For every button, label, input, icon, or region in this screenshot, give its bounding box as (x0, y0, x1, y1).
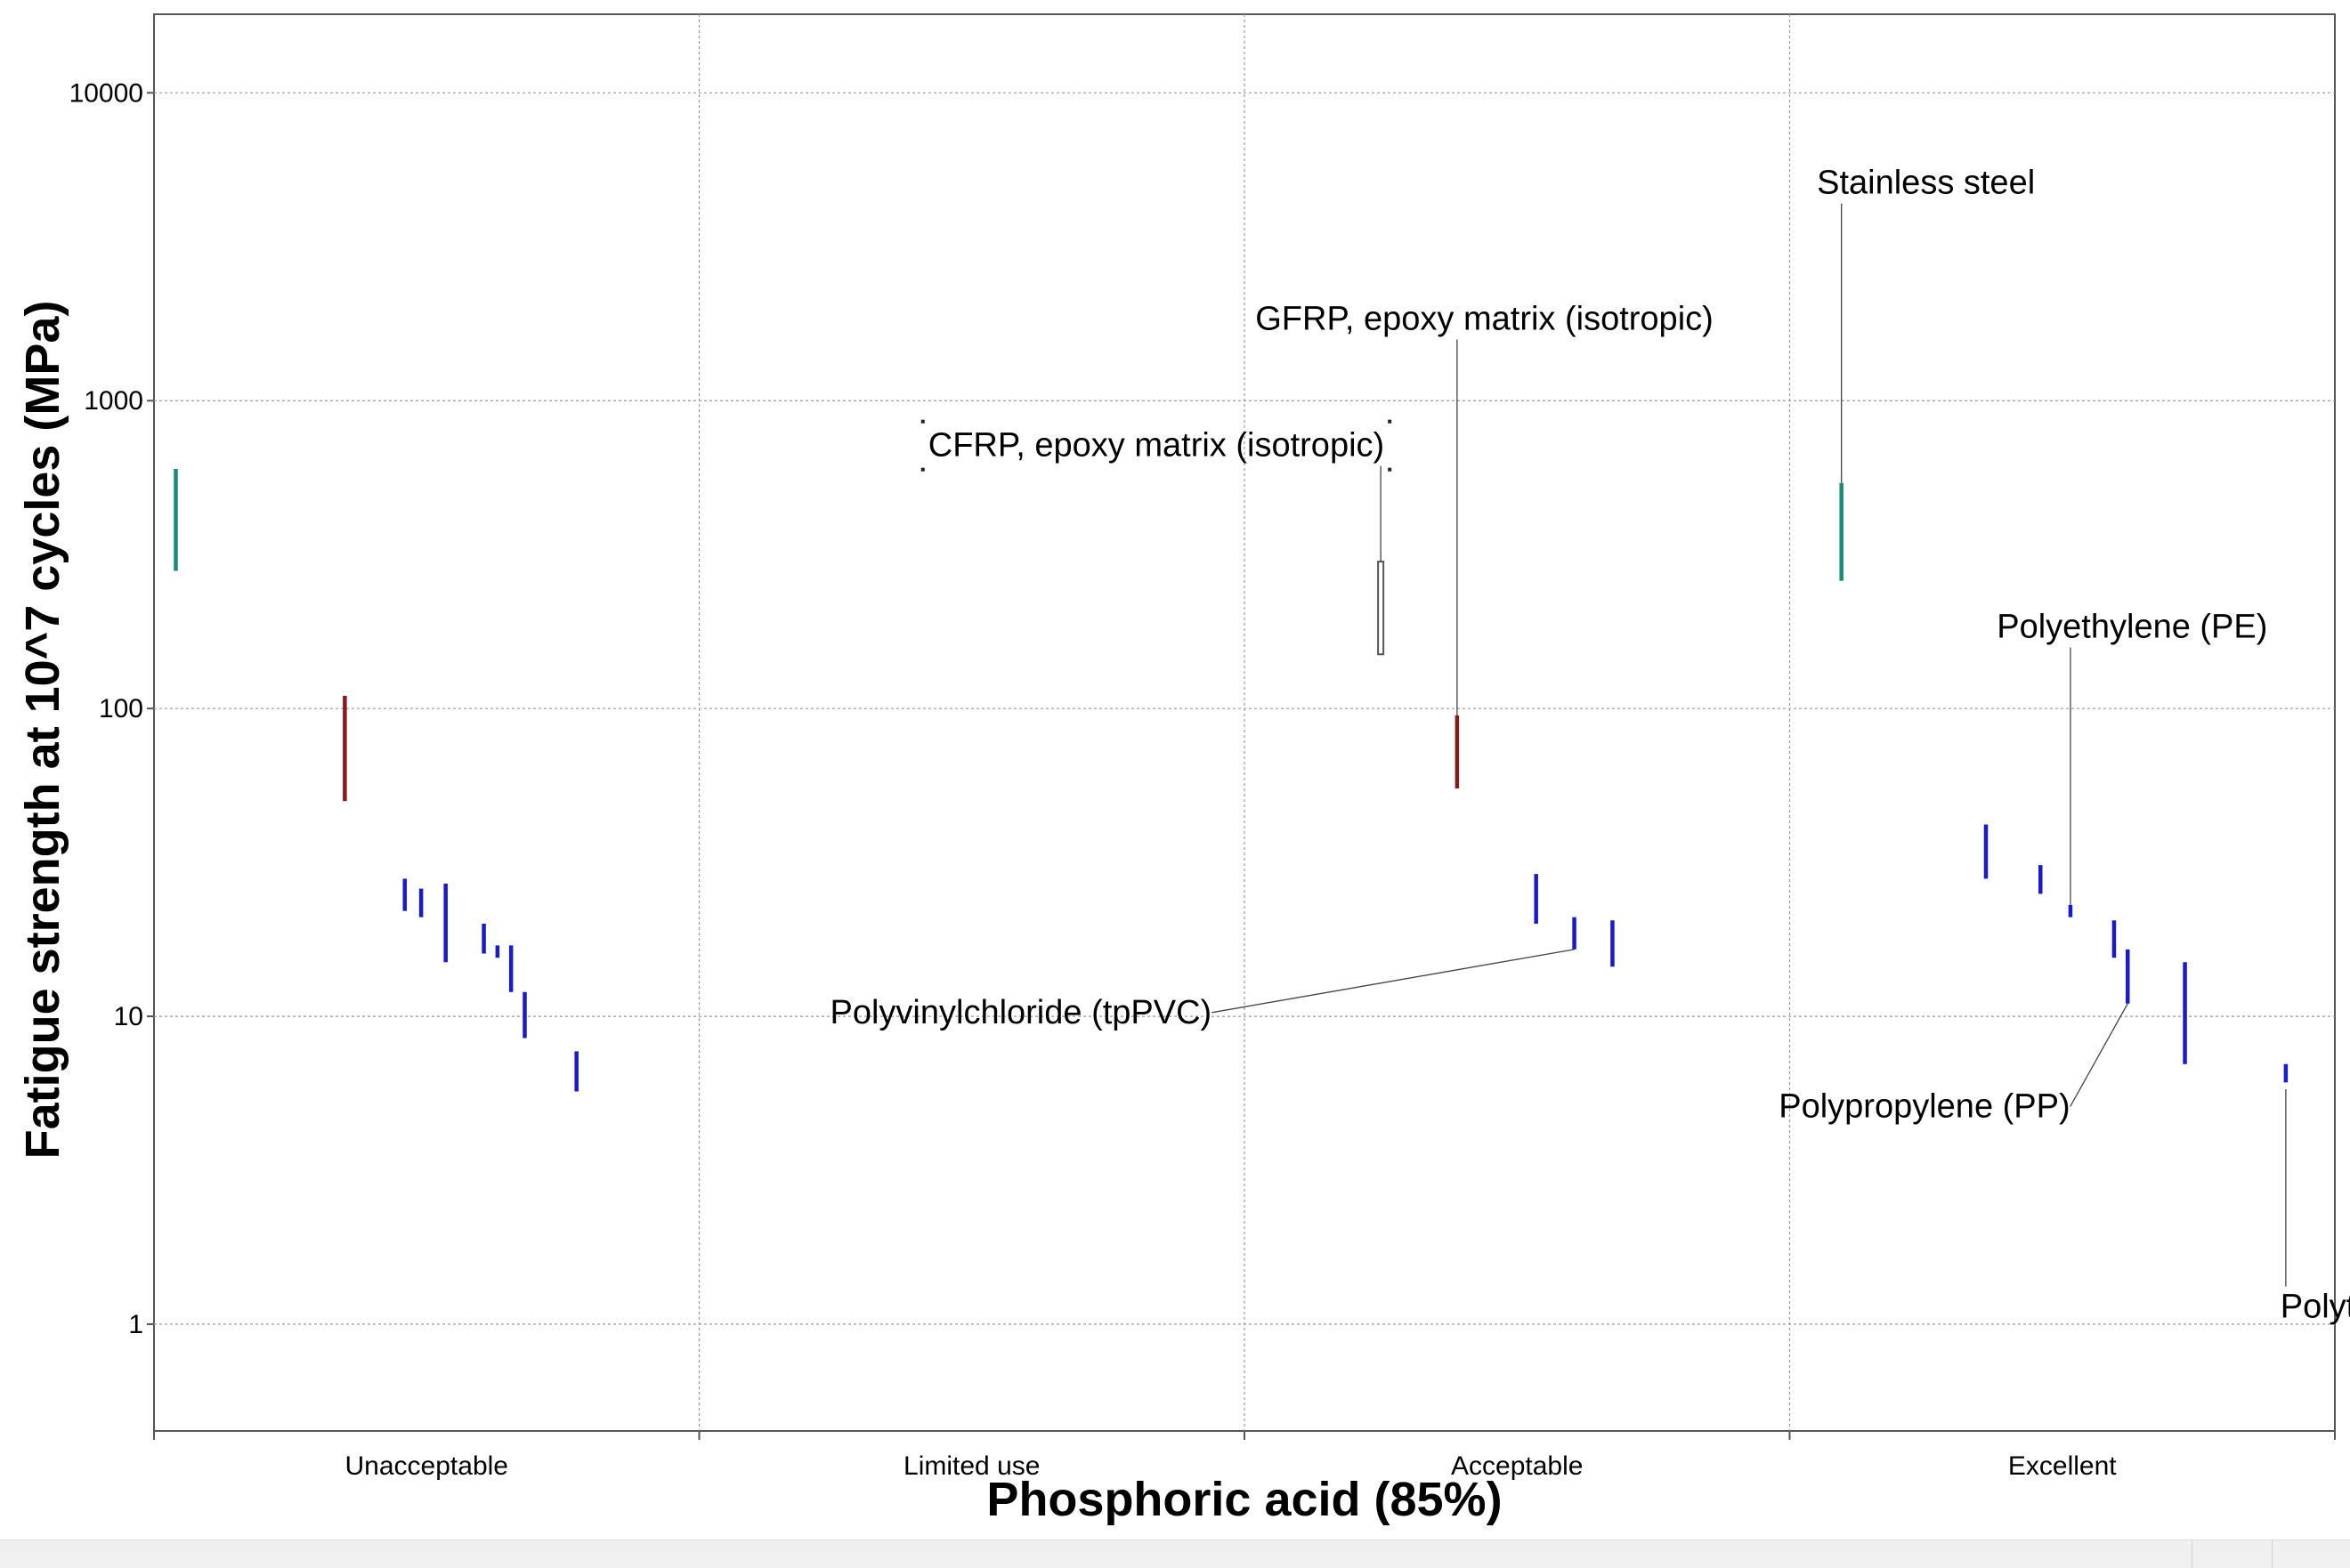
annotation-label: GFRP, epoxy matrix (isotropic) (1255, 301, 1714, 338)
x-category-label: Excellent (2008, 1451, 2117, 1481)
status-bar (0, 1540, 2350, 1568)
y-tick-label: 1 (128, 1310, 143, 1339)
y-tick-label: 10000 (69, 78, 143, 108)
annotation-label: Polytetrafluoroethylene (Teflon, PTFE) (2281, 1289, 2350, 1326)
selection-handle (921, 420, 925, 424)
y-tick-label: 10 (114, 1002, 143, 1031)
range-bar (1378, 562, 1383, 654)
annotation-label: Polyethylene (PE) (1997, 608, 2267, 645)
annotation-label: CFRP, epoxy matrix (isotropic) (928, 427, 1384, 465)
y-axis-title: Fatigue strength at 10^7 cycles (MPa) (16, 301, 69, 1160)
x-category-label: Unacceptable (345, 1451, 508, 1481)
selection-handle (1388, 468, 1391, 472)
x-axis-title: Phosphoric acid (85%) (986, 1473, 1502, 1526)
selection-handle (921, 468, 925, 472)
plot-area (154, 14, 2335, 1431)
annotation-label: Polypropylene (PP) (1779, 1088, 2070, 1126)
y-tick-label: 100 (99, 694, 143, 723)
y-axis-ticks: 1 10 100 1000 10000 (69, 78, 154, 1339)
selection-handle (1388, 420, 1391, 424)
y-tick-label: 1000 (84, 386, 143, 416)
status-bar-divider (2272, 1540, 2273, 1568)
annotation-label: Polyvinylchloride (tpPVC) (831, 994, 1212, 1031)
annotation-label: Stainless steel (1817, 165, 2035, 202)
